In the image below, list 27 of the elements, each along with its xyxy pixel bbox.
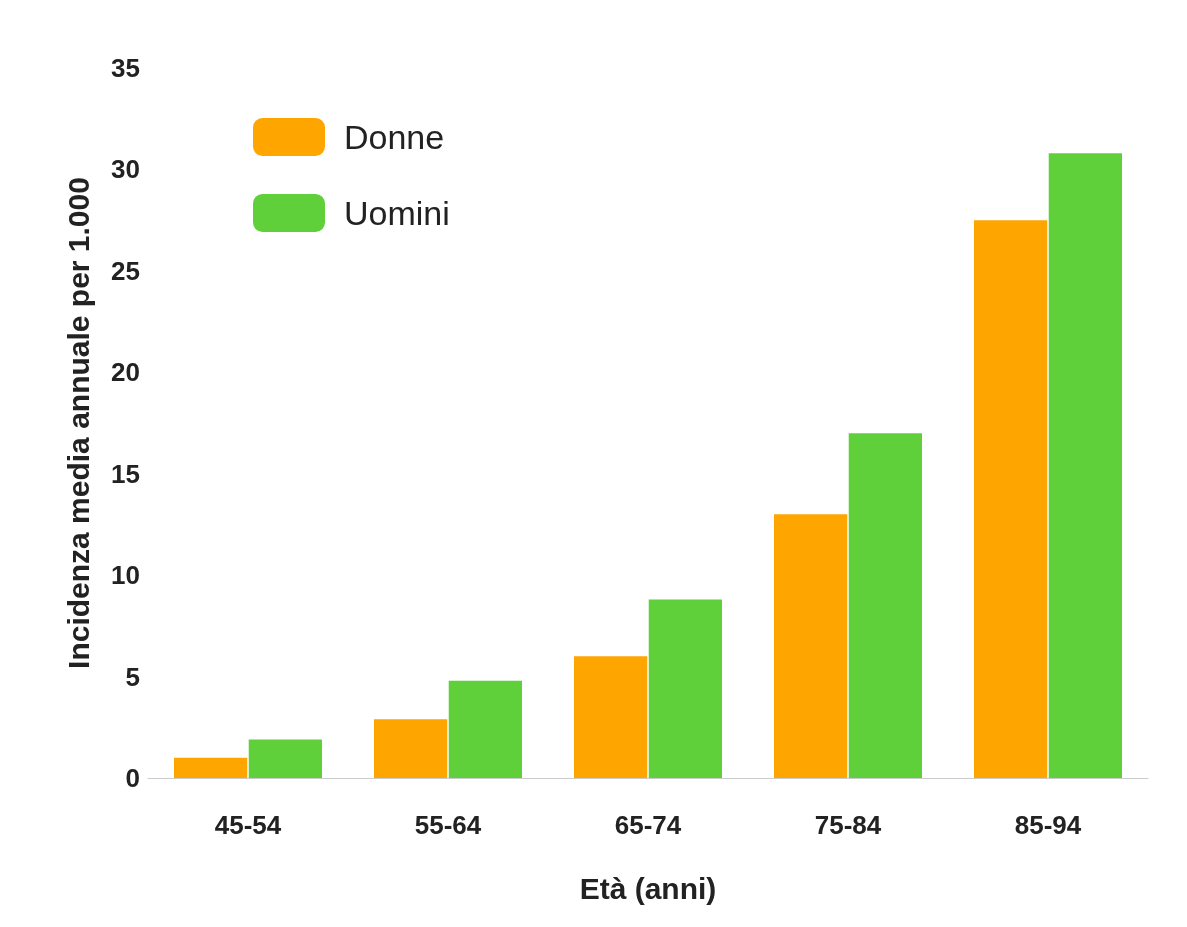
y-tick-label: 10 <box>111 560 140 591</box>
y-tick-label: 20 <box>111 357 140 388</box>
y-tick-label: 15 <box>111 458 140 489</box>
y-tick-label: 35 <box>111 53 140 83</box>
bar <box>848 433 922 778</box>
bar <box>174 757 248 778</box>
bar <box>574 656 648 778</box>
bar <box>974 220 1048 778</box>
bar <box>248 739 322 778</box>
bar <box>648 599 722 778</box>
x-axis-title: Età (anni) <box>579 871 717 905</box>
x-tick-label: 45-54 <box>214 810 282 840</box>
legend-label: Donne <box>344 118 445 156</box>
bar <box>774 514 848 778</box>
y-tick-label: 25 <box>111 255 140 286</box>
bar <box>374 719 448 778</box>
y-tick-label: 5 <box>125 661 140 692</box>
y-tick-label: 0 <box>125 763 140 793</box>
legend-label: Uomini <box>344 194 450 232</box>
x-tick-label: 55-64 <box>414 810 482 840</box>
x-tick-label: 85-94 <box>1014 810 1082 840</box>
bar <box>448 680 522 778</box>
y-tick-label: 30 <box>111 154 140 185</box>
y-axis-title: Incidenza media annuale per 1.000 <box>61 177 95 669</box>
bar <box>1048 153 1122 778</box>
x-tick-label: 65-74 <box>614 810 682 840</box>
x-tick-label: 75-84 <box>814 810 882 840</box>
